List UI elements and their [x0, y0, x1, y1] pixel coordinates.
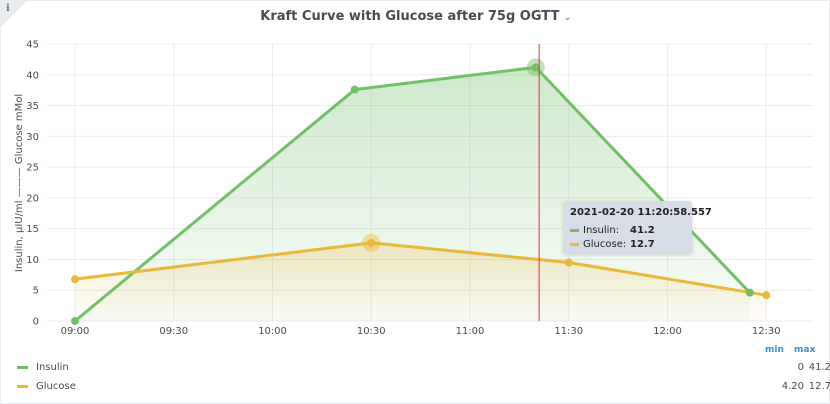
y-tick-label: 15	[26, 224, 39, 235]
x-tick-label: 10:00	[258, 326, 287, 337]
legend-max-value: 41.2	[808, 361, 830, 373]
line-insulin	[74, 65, 751, 323]
y-tick-label: 30	[26, 132, 39, 143]
point-insulin	[745, 288, 754, 297]
legend-label[interactable]: Insulin	[36, 361, 69, 373]
tooltip-label: Glucose:	[583, 238, 627, 250]
tooltip-swatch-insulin	[570, 228, 579, 232]
legend-item-insulin[interactable]: Insulin 0 41.2	[17, 360, 830, 374]
hover-tooltip: 2021-02-20 11:20:58.557 Insulin: 41.2 Gl…	[563, 201, 712, 254]
legend-swatch-insulin	[17, 365, 28, 369]
series-lines	[74, 65, 767, 323]
legend-max-value: 12.7	[808, 380, 830, 392]
x-tick-label: 12:30	[752, 326, 781, 337]
tooltip-label: Insulin:	[583, 224, 620, 236]
point-insulin	[71, 317, 79, 325]
y-tick-label: 5	[33, 286, 39, 297]
chevron-down-icon[interactable]: ⌄	[563, 12, 572, 23]
point-insulin	[350, 85, 359, 94]
y-tick-label: 20	[26, 193, 39, 204]
panel-title-text[interactable]: Kraft Curve with Glucose after 75g OGTT	[260, 9, 560, 24]
info-icon[interactable]: ℹ	[6, 3, 10, 14]
legend-min-value: 0	[797, 361, 804, 373]
y-axis-ticks: 0 5 10 15 20 25 30 35 40 45	[26, 40, 39, 328]
point-glucose	[564, 258, 573, 267]
legend-label[interactable]: Glucose	[36, 380, 76, 392]
y-tick-label: 45	[26, 40, 39, 51]
tooltip-value: 12.7	[630, 238, 655, 250]
x-tick-label: 09:00	[61, 326, 90, 337]
point-glucose	[762, 291, 771, 300]
info-corner[interactable]	[1, 1, 27, 27]
legend-min-header[interactable]: min	[765, 345, 784, 355]
point-glucose	[367, 238, 376, 247]
y-tick-label: 35	[26, 101, 39, 112]
x-tick-label: 11:00	[456, 326, 485, 337]
x-tick-label: 12:00	[653, 326, 682, 337]
chart-canvas[interactable]: 0 5 10 15 20 25 30 35 40 45 09:00 09:30 10:00 10:30 1…	[1, 1, 830, 341]
panel-title[interactable]: Kraft Curve with Glucose after 75g OGTT ⌄	[1, 9, 830, 24]
point-glucose	[71, 275, 79, 284]
x-tick-label: 09:30	[159, 326, 188, 337]
tooltip-value: 41.2	[630, 224, 655, 236]
y-tick-label: 40	[26, 70, 39, 81]
legend-max-header[interactable]: max	[794, 345, 816, 355]
y-tick-label: 10	[26, 255, 39, 266]
tooltip-time: 2021-02-20 11:20:58.557	[570, 207, 712, 218]
x-axis-ticks: 09:00 09:30 10:00 10:30 11:00 11:30 12:00 12:30	[61, 326, 781, 337]
tooltip-row-glucose: Glucose: 12.7	[570, 237, 685, 251]
tooltip-row-insulin: Insulin: 41.2	[570, 223, 685, 237]
x-tick-label: 11:30	[554, 326, 583, 337]
series-points[interactable]	[71, 58, 771, 325]
area-glucose	[75, 242, 767, 321]
tooltip-swatch-glucose	[570, 242, 579, 246]
legend-item-glucose[interactable]: Glucose 4.20 12.7	[17, 379, 830, 393]
y-tick-label: 25	[26, 163, 39, 174]
y-tick-label: 0	[33, 317, 39, 328]
legend-swatch-glucose	[17, 384, 28, 388]
point-insulin	[531, 63, 540, 72]
x-tick-label: 10:30	[357, 326, 386, 337]
line-glucose	[74, 241, 767, 297]
y-axis-label: Insulin, µIU/ml ——— Glucose mMol	[14, 94, 25, 272]
legend-min-value: 4.20	[781, 380, 804, 392]
